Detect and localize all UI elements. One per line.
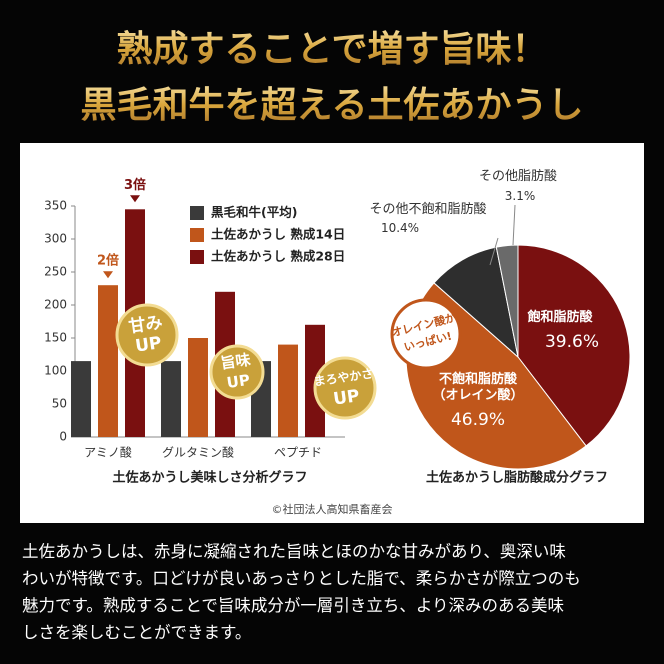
bar	[98, 285, 118, 437]
pie-slice	[517, 244, 631, 447]
chart-title: 土佐あかうし美味しさ分析グラフ	[112, 470, 307, 486]
badge-text: UP	[226, 371, 251, 392]
y-tick-label: 300	[44, 232, 67, 246]
leader	[489, 237, 499, 266]
legend-swatch	[190, 206, 204, 220]
legend-swatch	[190, 228, 204, 242]
legend-swatch	[190, 250, 204, 264]
x-tick-label: アミノ酸	[84, 445, 132, 460]
pie-label: 不飽和脂肪酸 （オレイン酸）	[432, 372, 524, 403]
y-tick-label: 200	[44, 298, 67, 312]
pie-label: その他脂肪酸	[478, 169, 558, 184]
headline: 熟成することで増す旨味！	[0, 20, 664, 72]
pie-value: 10.4%	[380, 221, 420, 235]
bar	[71, 361, 91, 437]
badge-text: 旨味	[219, 351, 251, 373]
pie-label: その他不飽和脂肪酸	[369, 202, 487, 217]
bar	[161, 361, 181, 437]
y-tick-label: 350	[44, 199, 67, 213]
description: わいが特徴です。口どけが良いあっさりとした脂で、柔らかさが際立つのも	[22, 569, 581, 588]
annotation: 3倍	[124, 177, 146, 193]
description: 土佐あかうしは、赤身に凝縮された旨味とほのかな甘みがあり、奥深い味	[22, 542, 566, 561]
annotation: 2倍	[97, 253, 119, 269]
annotation-arrow	[103, 271, 113, 279]
annotation-arrow	[130, 195, 140, 203]
x-tick-label: ペプチド	[274, 446, 322, 460]
badge	[390, 298, 462, 370]
bar	[278, 344, 298, 437]
badge-text: UP	[134, 333, 163, 356]
y-tick-label: 50	[52, 397, 67, 411]
bar	[188, 338, 208, 437]
credit: ©社団法人高知県畜産会	[272, 502, 393, 516]
description: しさを楽しむことができます。	[22, 623, 252, 642]
headline: 黒毛和牛を超える土佐あかうし	[0, 76, 664, 128]
badge	[313, 356, 377, 420]
pie-value: 39.6%	[544, 332, 600, 352]
pie-value: 3.1%	[504, 189, 536, 203]
badge	[209, 344, 265, 400]
y-tick-label: 150	[44, 331, 67, 345]
leader	[512, 204, 516, 246]
legend-label: 黒毛和牛(平均)	[211, 205, 297, 220]
pie-value: 46.9%	[450, 410, 506, 430]
description: 魅力です。熟成することで旨味成分が一層引き立ち、より深みのある美味	[22, 596, 565, 615]
x-tick-label: グルタミン酸	[162, 445, 234, 460]
legend-label: 土佐あかうし 熟成14日	[211, 227, 345, 242]
y-tick-label: 100	[44, 364, 67, 378]
pie-label: 飽和脂肪酸	[527, 310, 593, 325]
badge-text: UP	[332, 386, 361, 409]
badge	[115, 303, 179, 367]
badge-text: 甘み	[127, 312, 164, 338]
legend-label: 土佐あかうし 熟成28日	[211, 249, 345, 264]
y-tick-label: 0	[59, 430, 67, 444]
pie-slice	[495, 244, 519, 358]
chart-title: 土佐あかうし脂肪酸成分グラフ	[426, 470, 608, 486]
y-tick-label: 250	[44, 265, 67, 279]
